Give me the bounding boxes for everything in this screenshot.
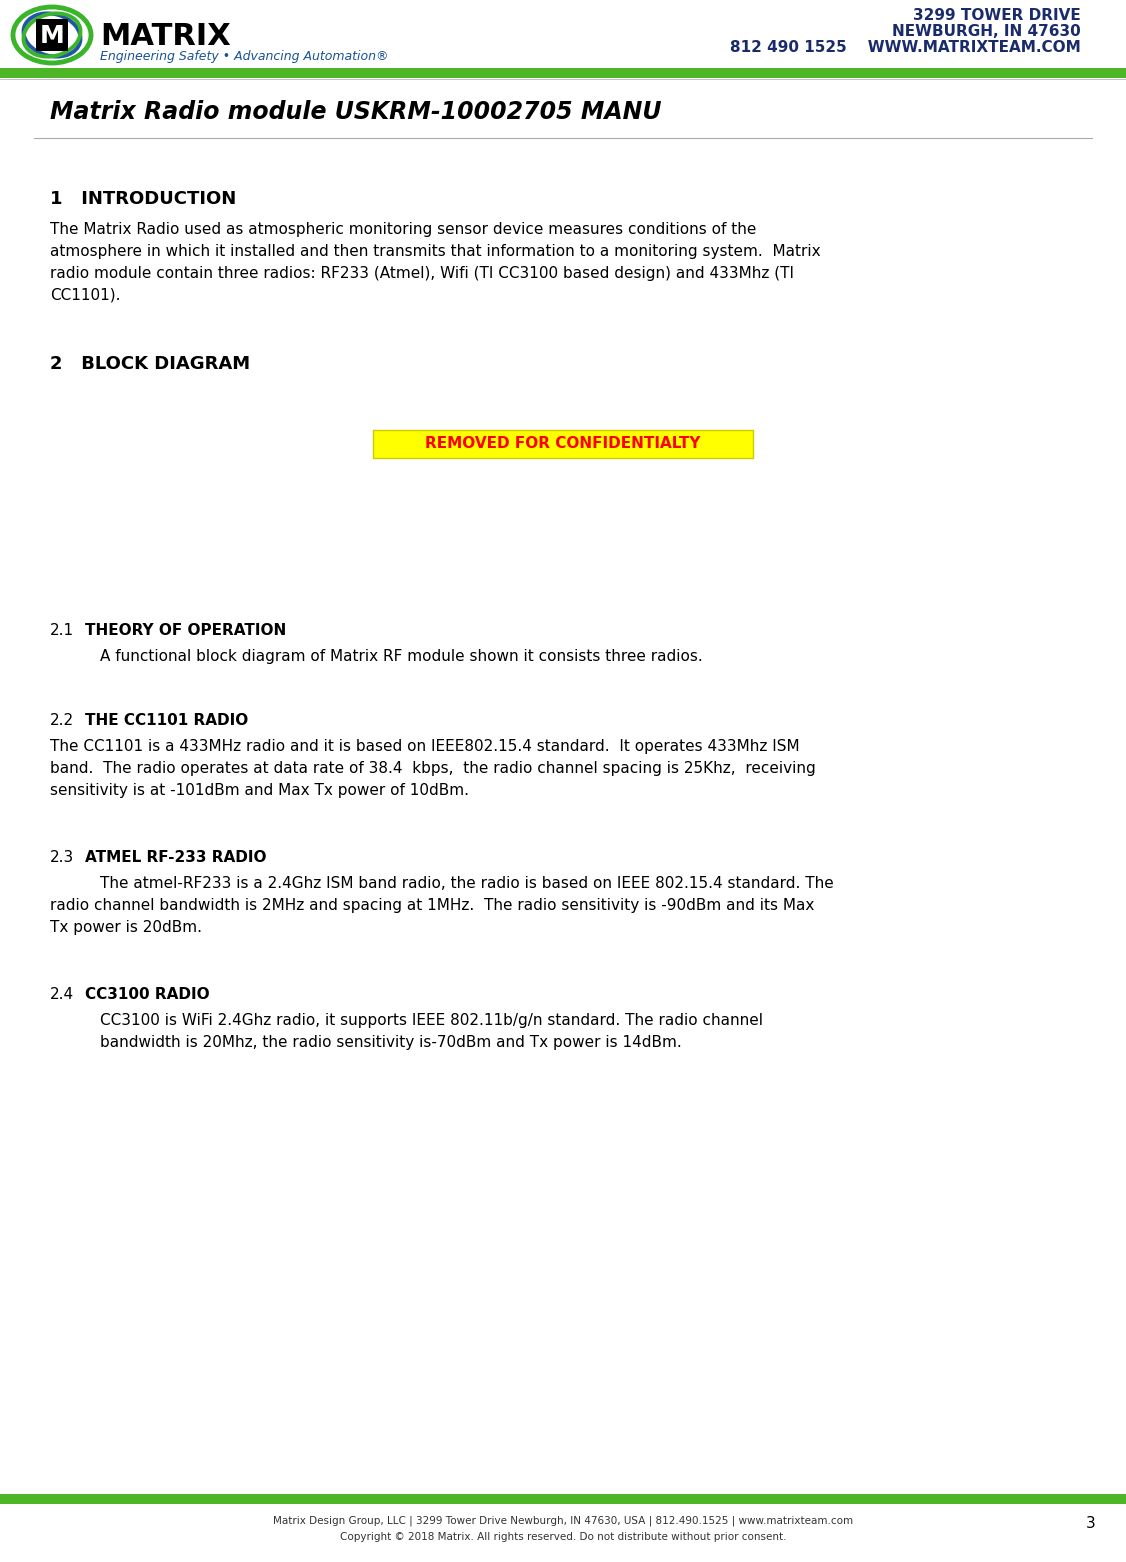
- Text: 812 490 1525    WWW.MATRIXTEAM.COM: 812 490 1525 WWW.MATRIXTEAM.COM: [731, 41, 1081, 55]
- Text: MATRIX: MATRIX: [100, 22, 231, 52]
- Bar: [36, 19, 68, 52]
- Text: The CC1101 is a 433MHz radio and it is based on IEEE802.15.4 standard.  It opera: The CC1101 is a 433MHz radio and it is b…: [50, 739, 799, 754]
- Text: 3299 TOWER DRIVE: 3299 TOWER DRIVE: [913, 8, 1081, 23]
- Text: The Matrix Radio used as atmospheric monitoring sensor device measures condition: The Matrix Radio used as atmospheric mon…: [50, 222, 757, 237]
- Bar: [0, 1493, 1126, 1504]
- Text: 2.1: 2.1: [50, 623, 74, 637]
- Text: 1   INTRODUCTION: 1 INTRODUCTION: [50, 191, 236, 208]
- Text: ATMEL RF-233 RADIO: ATMEL RF-233 RADIO: [84, 850, 267, 865]
- Text: Engineering Safety • Advancing Automation®: Engineering Safety • Advancing Automatio…: [100, 50, 388, 62]
- Text: 3: 3: [1087, 1517, 1096, 1531]
- Text: CC3100 is WiFi 2.4Ghz radio, it supports IEEE 802.11b/g/n standard. The radio ch: CC3100 is WiFi 2.4Ghz radio, it supports…: [100, 1014, 763, 1028]
- Text: REMOVED FOR CONFIDENTIALTY: REMOVED FOR CONFIDENTIALTY: [426, 436, 700, 451]
- Text: A functional block diagram of Matrix RF module shown it consists three radios.: A functional block diagram of Matrix RF …: [100, 648, 703, 664]
- Text: Matrix Design Group, LLC | 3299 Tower Drive Newburgh, IN 47630, USA | 812.490.15: Matrix Design Group, LLC | 3299 Tower Dr…: [272, 1517, 854, 1526]
- Text: 2.3: 2.3: [50, 850, 74, 865]
- Text: CC3100 RADIO: CC3100 RADIO: [84, 987, 209, 1001]
- Text: 2.2: 2.2: [50, 712, 74, 728]
- Text: NEWBURGH, IN 47630: NEWBURGH, IN 47630: [892, 23, 1081, 39]
- Text: The atmel-RF233 is a 2.4Ghz ISM band radio, the radio is based on IEEE 802.15.4 : The atmel-RF233 is a 2.4Ghz ISM band rad…: [100, 876, 833, 890]
- Text: radio channel bandwidth is 2MHz and spacing at 1MHz.  The radio sensitivity is -: radio channel bandwidth is 2MHz and spac…: [50, 898, 814, 914]
- Text: M: M: [39, 23, 64, 48]
- Text: 2   BLOCK DIAGRAM: 2 BLOCK DIAGRAM: [50, 355, 250, 373]
- Text: bandwidth is 20Mhz, the radio sensitivity is-70dBm and Tx power is 14dBm.: bandwidth is 20Mhz, the radio sensitivit…: [100, 1036, 681, 1050]
- Bar: [0, 69, 1126, 78]
- Text: THE CC1101 RADIO: THE CC1101 RADIO: [84, 712, 248, 728]
- Text: THEORY OF OPERATION: THEORY OF OPERATION: [84, 623, 286, 637]
- Text: sensitivity is at -101dBm and Max Tx power of 10dBm.: sensitivity is at -101dBm and Max Tx pow…: [50, 783, 470, 798]
- Text: 2.4: 2.4: [50, 987, 74, 1001]
- Text: radio module contain three radios: RF233 (Atmel), Wifi (TI CC3100 based design) : radio module contain three radios: RF233…: [50, 266, 794, 281]
- Text: atmosphere in which it installed and then transmits that information to a monito: atmosphere in which it installed and the…: [50, 244, 821, 259]
- Text: CC1101).: CC1101).: [50, 287, 120, 303]
- Text: Tx power is 20dBm.: Tx power is 20dBm.: [50, 920, 202, 936]
- Bar: [373, 430, 753, 458]
- Text: band.  The radio operates at data rate of 38.4  kbps,  the radio channel spacing: band. The radio operates at data rate of…: [50, 761, 815, 776]
- Text: Copyright © 2018 Matrix. All rights reserved. Do not distribute without prior co: Copyright © 2018 Matrix. All rights rese…: [340, 1532, 786, 1542]
- Text: Matrix Radio module USKRM-10002705 MANU: Matrix Radio module USKRM-10002705 MANU: [50, 100, 661, 123]
